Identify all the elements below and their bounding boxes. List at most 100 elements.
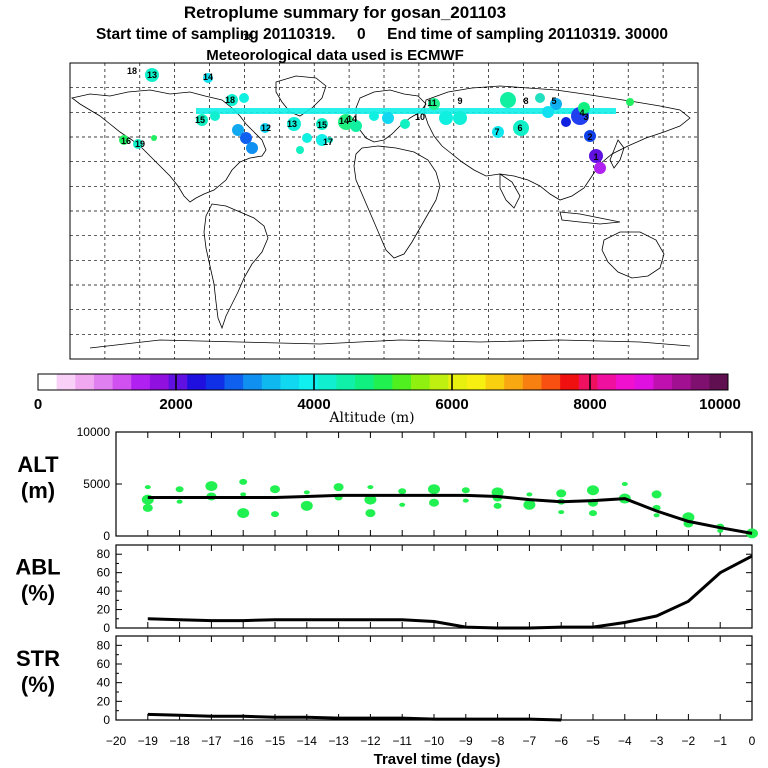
data-point: [240, 492, 247, 497]
plume-label: 7: [494, 127, 499, 137]
plume-marker: [350, 120, 362, 132]
met-subtitle: Meteorological data used is ECMWF: [206, 47, 464, 64]
sampling-subtitle: Start time of sampling 20110319. 0 End t…: [96, 26, 668, 43]
x-tick-label: −11: [392, 734, 412, 748]
plume-marker: [492, 126, 504, 138]
plume-marker: [203, 73, 213, 83]
x-tick-label: −15: [265, 734, 286, 748]
y-tick-label: 0: [103, 529, 110, 543]
plume-marker: [302, 133, 312, 143]
x-tick-label: −4: [618, 734, 632, 748]
colorbar-cell: [709, 374, 729, 390]
plume-marker: [246, 142, 258, 154]
colorbar-cell: [38, 374, 58, 390]
plume-label: 3: [583, 112, 588, 122]
colorbar-cell: [261, 374, 281, 390]
x-tick-label: −13: [328, 734, 349, 748]
y-tick-label: 10000: [77, 425, 111, 439]
plume-marker: [535, 93, 545, 103]
colorbar-cell: [93, 374, 114, 390]
panel-frame: [115, 544, 753, 629]
plume-marker: [260, 123, 270, 133]
x-tick-label: −8: [491, 734, 505, 748]
y-tick-label: 40: [97, 676, 111, 690]
colorbar-cell: [522, 374, 543, 390]
colorbar-cell: [429, 374, 449, 390]
colorbar-cell: [224, 374, 244, 390]
data-point: [239, 478, 248, 485]
chart-title: Retroplume summary for gosan_201103: [184, 3, 506, 22]
colorbar-cell: [541, 374, 561, 390]
plume-marker: [561, 117, 571, 127]
plume-label: 16: [121, 136, 131, 146]
plume-marker: [239, 93, 249, 103]
plume-marker: [316, 134, 328, 146]
data-point: [142, 503, 153, 512]
colorbar-cell: [205, 374, 225, 390]
data-point: [175, 486, 184, 493]
data-point: [205, 481, 218, 492]
data-point: [621, 482, 628, 486]
plume-marker: [240, 132, 252, 144]
plume-marker: [327, 137, 333, 143]
y-tick-label: 0: [103, 621, 110, 635]
plume-marker: [428, 98, 440, 110]
plume-label: 12: [261, 123, 271, 133]
y-axis-title: ALT: [17, 452, 59, 477]
y-tick-label: 40: [97, 584, 111, 598]
plume-label: 14: [203, 72, 213, 82]
colorbar-cell: [504, 374, 524, 390]
y-tick-label: 60: [97, 566, 111, 580]
data-point: [558, 510, 565, 515]
plume-marker: [382, 112, 394, 124]
plume-label: 9: [457, 96, 462, 106]
panel-alt: 0 5000 10000 ALT(m): [17, 425, 758, 543]
colorbar-cell: [597, 374, 617, 390]
colorbar-tick-label: 6000: [435, 396, 468, 413]
colorbar-cell: [616, 374, 636, 390]
data-point: [429, 498, 439, 507]
plume-label: 8: [523, 96, 528, 106]
x-tick-label: −16: [233, 734, 254, 748]
plume-label: 13: [147, 70, 157, 80]
y-tick-label: 80: [97, 547, 111, 561]
colorbar-tick-label: 2000: [159, 396, 192, 413]
plume-label: 14: [347, 114, 357, 124]
x-tick-label: −6: [554, 734, 568, 748]
colorbar-cell: [187, 374, 207, 390]
data-point: [523, 499, 536, 510]
y-tick-label: 0: [103, 713, 110, 727]
colorbar-tick-label: 0: [34, 396, 42, 413]
series-line: [147, 554, 753, 630]
colorbar-cell: [243, 374, 263, 390]
colorbar-cell: [634, 374, 654, 390]
plume-label: 19: [135, 139, 145, 149]
data-point: [270, 485, 280, 494]
colorbar-cell: [485, 374, 505, 390]
altitude-colorbar: 0 2000 4000 6000 8000 10000 Altitude (m): [34, 373, 741, 426]
colorbar-cell: [690, 374, 710, 390]
data-point: [589, 510, 597, 517]
plume-marker: [287, 117, 301, 131]
plume-marker: [500, 92, 516, 108]
data-point: [237, 508, 250, 519]
series-line: [147, 712, 562, 722]
colorbar-cell: [560, 374, 580, 390]
colorbar-cell: [336, 374, 356, 390]
colorbar-cell: [168, 374, 188, 390]
x-tick-label: −14: [297, 734, 318, 748]
colorbar-tick-label: 8000: [573, 396, 606, 413]
panel-abl: 0 20 40 60 80 ABL(%): [15, 544, 753, 635]
plume-label: 18: [243, 32, 253, 42]
data-point: [587, 485, 599, 496]
plume-marker: [145, 68, 159, 82]
plume-label: 11: [427, 98, 437, 108]
data-point: [493, 502, 502, 509]
y-axis-title: STR: [16, 646, 60, 671]
colorbar-cell: [373, 374, 393, 390]
data-point: [428, 484, 440, 495]
plume-marker: [210, 111, 220, 121]
plume-label: 13: [287, 119, 297, 129]
